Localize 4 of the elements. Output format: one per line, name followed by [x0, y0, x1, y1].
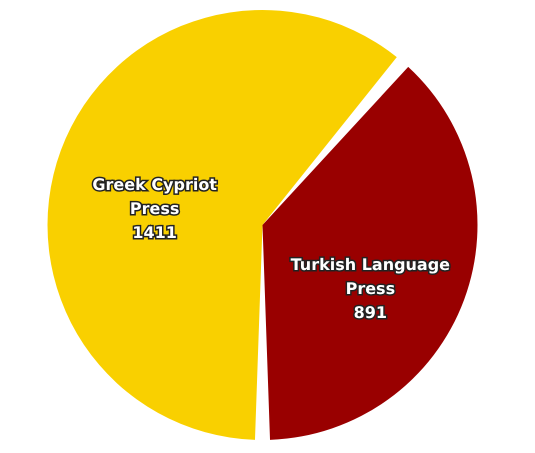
data-label: 891 — [354, 302, 388, 322]
data-label: 1411 — [132, 223, 177, 242]
slice-label: Greek Cypriot Press — [92, 175, 218, 218]
slice-label: Turkish Language Press — [290, 254, 450, 298]
